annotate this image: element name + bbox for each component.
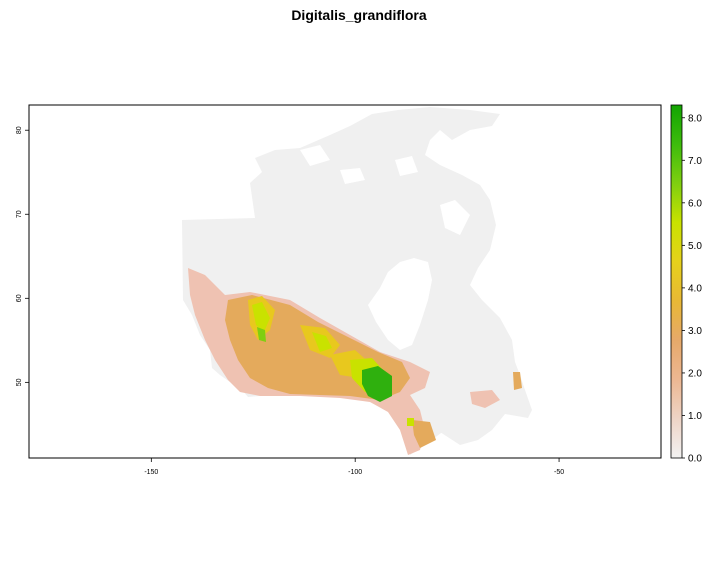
legend-tick-label: 8.0 (688, 113, 702, 124)
legend-tick-label: 7.0 (688, 156, 702, 167)
suitability-high-2 (312, 332, 332, 352)
arctic-island-3 (340, 168, 365, 184)
legend-tick-label: 4.0 (688, 283, 702, 294)
x-tick-label: -50 (554, 469, 564, 476)
arctic-island-1 (255, 180, 330, 205)
arctic-island-2 (300, 145, 330, 166)
great-lakes-yellow (407, 418, 414, 426)
legend-tick-label: 2.0 (688, 368, 702, 379)
legend-tick-label: 6.0 (688, 198, 702, 209)
suitability-mid-east (412, 420, 436, 448)
suitability-very-high (362, 366, 392, 402)
x-axis: -150 -100 -50 (144, 458, 564, 476)
atlantic-spot (513, 372, 522, 390)
x-tick-label: -150 (144, 469, 158, 476)
suitability-high-1 (252, 302, 270, 332)
y-axis: 50 60 70 80 (16, 126, 29, 386)
legend-tick-label: 0.0 (688, 454, 702, 465)
atlantic-spot-2 (470, 390, 500, 408)
legend-tick-label: 3.0 (688, 326, 702, 337)
y-tick-label: 60 (16, 294, 23, 302)
suitability-very-high-2 (257, 327, 266, 342)
y-tick-label: 70 (16, 210, 23, 218)
arctic-island-4 (395, 156, 418, 176)
hudson-bay (368, 258, 432, 350)
legend-color-bar (670, 104, 683, 459)
x-tick-label: -100 (348, 469, 362, 476)
y-tick-label: 80 (16, 126, 23, 134)
y-tick-label: 50 (16, 378, 23, 386)
legend: 0.0 1.0 2.0 3.0 4.0 5.0 6.0 7.0 8.0 (670, 104, 702, 465)
legend-tick-label: 5.0 (688, 241, 702, 252)
map-title: Digitalis_grandiflora (291, 7, 427, 23)
raster-layer (182, 107, 532, 455)
legend-ticks: 0.0 1.0 2.0 3.0 4.0 5.0 6.0 7.0 8.0 (682, 113, 702, 465)
baffin-gap (440, 200, 470, 235)
legend-tick-label: 1.0 (688, 411, 702, 422)
